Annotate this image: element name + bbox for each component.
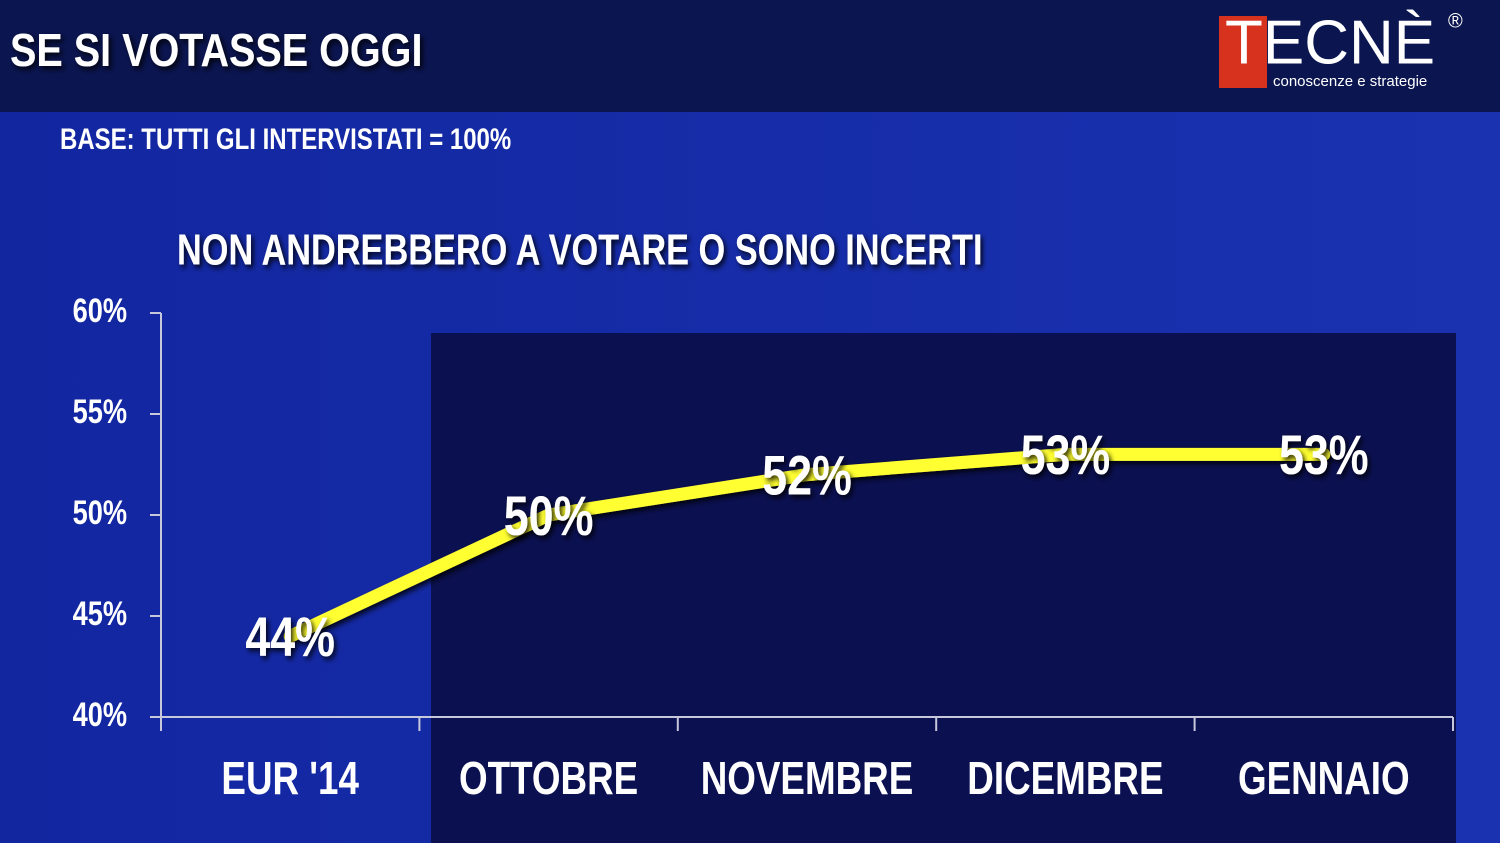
logo-mark: ®: [1448, 10, 1463, 32]
y-tick-label: 40%: [73, 695, 127, 734]
logo: TECNÈ ® conoscenze e strategie: [1219, 8, 1463, 90]
y-tick-label: 60%: [73, 291, 127, 330]
logo-tagline: conoscenze e strategie: [1273, 73, 1427, 90]
line: [283, 447, 1331, 643]
logo-block: [1219, 16, 1267, 88]
logo-name: TECNÈ: [1225, 8, 1435, 77]
data-label: 53%: [1021, 423, 1111, 486]
data-label: 53%: [1279, 423, 1369, 486]
y-tick-label: 55%: [73, 392, 127, 431]
x-tick-label: NOVEMBRE: [701, 752, 914, 804]
x-tick-label: OTTOBRE: [459, 752, 638, 804]
x-tick-label: GENNAIO: [1238, 752, 1410, 804]
data-label: 44%: [245, 605, 335, 668]
x-tick-label: DICEMBRE: [967, 752, 1163, 804]
page-title: SE SI VOTASSE OGGI: [10, 25, 422, 76]
subtitle: BASE: TUTTI GLI INTERVISTATI = 100%: [60, 121, 511, 155]
y-tick-label: 50%: [73, 493, 127, 532]
series-title: NON ANDREBBERO A VOTARE O SONO INCERTI: [177, 226, 983, 275]
data-label: 50%: [504, 484, 594, 547]
highlight-panel: [431, 333, 1456, 843]
data-label: 52%: [762, 444, 852, 507]
y-tick-label: 45%: [73, 594, 127, 633]
x-tick-label: EUR '14: [221, 752, 359, 804]
